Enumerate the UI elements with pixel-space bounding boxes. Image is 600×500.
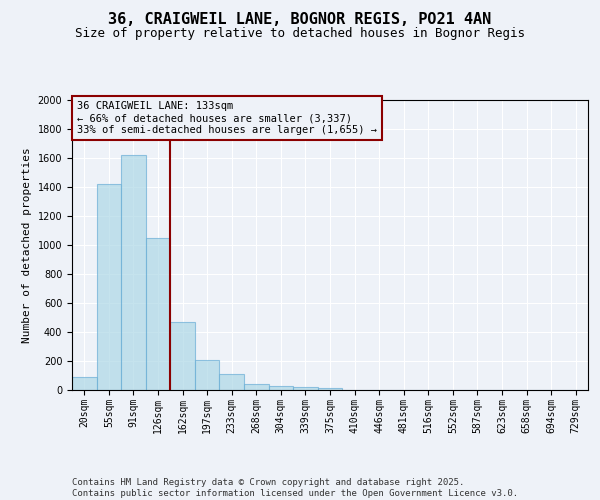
Bar xyxy=(195,360,220,390)
Bar xyxy=(72,377,97,390)
Bar xyxy=(220,374,244,390)
Y-axis label: Number of detached properties: Number of detached properties xyxy=(22,147,32,343)
Bar xyxy=(293,388,318,390)
Bar xyxy=(146,238,170,390)
Text: Size of property relative to detached houses in Bognor Regis: Size of property relative to detached ho… xyxy=(75,28,525,40)
Text: Contains HM Land Registry data © Crown copyright and database right 2025.
Contai: Contains HM Land Registry data © Crown c… xyxy=(72,478,518,498)
Text: 36, CRAIGWEIL LANE, BOGNOR REGIS, PO21 4AN: 36, CRAIGWEIL LANE, BOGNOR REGIS, PO21 4… xyxy=(109,12,491,28)
Bar xyxy=(318,388,342,390)
Bar xyxy=(97,184,121,390)
Bar xyxy=(121,155,146,390)
Text: 36 CRAIGWEIL LANE: 133sqm
← 66% of detached houses are smaller (3,337)
33% of se: 36 CRAIGWEIL LANE: 133sqm ← 66% of detac… xyxy=(77,102,377,134)
Bar xyxy=(170,322,195,390)
Bar xyxy=(244,384,269,390)
Bar xyxy=(269,386,293,390)
